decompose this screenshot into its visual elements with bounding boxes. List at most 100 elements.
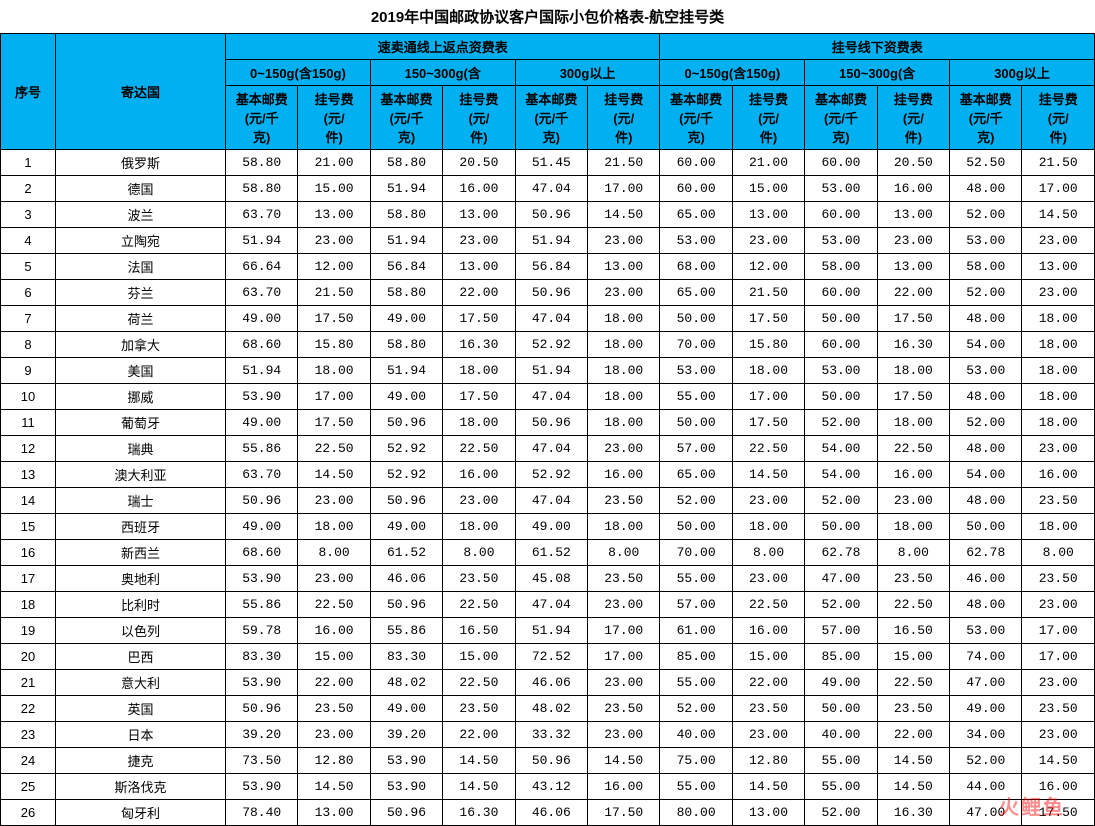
cell-seq: 5 (1, 254, 56, 280)
cell-value: 50.96 (370, 410, 442, 436)
cell-value: 48.00 (950, 176, 1022, 202)
cell-value: 47.04 (515, 592, 587, 618)
cell-value: 53.90 (226, 384, 298, 410)
cell-value: 72.52 (515, 644, 587, 670)
cell-value: 15.80 (732, 332, 804, 358)
cell-value: 47.04 (515, 384, 587, 410)
cell-value: 22.50 (443, 592, 515, 618)
cell-value: 23.00 (588, 436, 660, 462)
cell-seq: 21 (1, 670, 56, 696)
cell-value: 60.00 (660, 176, 732, 202)
cell-value: 23.00 (298, 488, 370, 514)
cell-value: 65.00 (660, 462, 732, 488)
cell-value: 18.00 (732, 358, 804, 384)
cell-value: 50.00 (805, 514, 877, 540)
cell-value: 13.00 (877, 254, 949, 280)
cell-value: 18.00 (877, 358, 949, 384)
cell-value: 55.86 (226, 592, 298, 618)
cell-value: 18.00 (588, 514, 660, 540)
cell-value: 78.40 (226, 800, 298, 826)
cell-value: 23.50 (732, 696, 804, 722)
cell-value: 8.00 (298, 540, 370, 566)
cell-value: 22.50 (443, 670, 515, 696)
cell-value: 16.30 (443, 332, 515, 358)
cell-value: 14.50 (732, 462, 804, 488)
cell-value: 23.00 (1022, 670, 1095, 696)
cell-value: 22.50 (298, 436, 370, 462)
cell-value: 47.04 (515, 488, 587, 514)
cell-value: 8.00 (443, 540, 515, 566)
cell-value: 55.00 (660, 774, 732, 800)
cell-value: 8.00 (588, 540, 660, 566)
cell-value: 23.50 (877, 566, 949, 592)
cell-value: 63.70 (226, 202, 298, 228)
cell-value: 48.02 (370, 670, 442, 696)
cell-country: 斯洛伐克 (56, 774, 226, 800)
cell-value: 58.00 (950, 254, 1022, 280)
cell-value: 61.00 (660, 618, 732, 644)
cell-seq: 16 (1, 540, 56, 566)
cell-value: 18.00 (1022, 410, 1095, 436)
cell-value: 50.00 (805, 696, 877, 722)
cell-value: 39.20 (370, 722, 442, 748)
cell-value: 23.50 (588, 488, 660, 514)
cell-value: 17.50 (877, 306, 949, 332)
cell-value: 23.00 (588, 670, 660, 696)
cell-seq: 8 (1, 332, 56, 358)
group-offline: 挂号线下资费表 (660, 34, 1095, 60)
cell-value: 52.92 (370, 436, 442, 462)
table-row: 4立陶宛51.9423.0051.9423.0051.9423.0053.002… (1, 228, 1095, 254)
cell-value: 21.50 (588, 150, 660, 176)
cell-value: 46.00 (950, 566, 1022, 592)
cell-value: 58.80 (226, 150, 298, 176)
cell-value: 23.50 (877, 696, 949, 722)
cell-value: 62.78 (805, 540, 877, 566)
table-row: 7荷兰49.0017.5049.0017.5047.0418.0050.0017… (1, 306, 1095, 332)
cell-value: 49.00 (515, 514, 587, 540)
cell-country: 比利时 (56, 592, 226, 618)
cell-value: 16.00 (1022, 462, 1095, 488)
cell-value: 16.00 (443, 176, 515, 202)
cell-value: 14.50 (588, 748, 660, 774)
cell-value: 14.50 (588, 202, 660, 228)
cell-country: 西班牙 (56, 514, 226, 540)
cell-value: 20.50 (443, 150, 515, 176)
cell-value: 23.00 (732, 566, 804, 592)
cell-seq: 11 (1, 410, 56, 436)
cell-value: 39.20 (226, 722, 298, 748)
cell-value: 59.78 (226, 618, 298, 644)
cell-value: 55.00 (660, 384, 732, 410)
cell-value: 18.00 (1022, 384, 1095, 410)
cell-value: 50.00 (805, 384, 877, 410)
cell-value: 49.00 (226, 306, 298, 332)
table-row: 26匈牙利78.4013.0050.9616.3046.0617.5080.00… (1, 800, 1095, 826)
sub-reg: 挂号费(元/件) (443, 86, 515, 150)
col-seq: 序号 (1, 34, 56, 150)
cell-value: 75.00 (660, 748, 732, 774)
cell-value: 49.00 (370, 514, 442, 540)
cell-value: 49.00 (226, 514, 298, 540)
cell-country: 波兰 (56, 202, 226, 228)
cell-seq: 15 (1, 514, 56, 540)
cell-value: 51.94 (226, 228, 298, 254)
cell-value: 54.00 (950, 462, 1022, 488)
price-table: 2019年中国邮政协议客户国际小包价格表-航空挂号类 序号 寄达国 速卖通线上返… (0, 0, 1095, 826)
cell-value: 57.00 (805, 618, 877, 644)
cell-value: 22.50 (877, 436, 949, 462)
cell-value: 60.00 (805, 332, 877, 358)
cell-value: 23.00 (732, 228, 804, 254)
cell-value: 17.00 (588, 644, 660, 670)
cell-value: 66.64 (226, 254, 298, 280)
cell-value: 18.00 (1022, 306, 1095, 332)
cell-value: 18.00 (443, 514, 515, 540)
table-row: 24捷克73.5012.8053.9014.5050.9614.5075.001… (1, 748, 1095, 774)
cell-value: 21.50 (298, 280, 370, 306)
cell-seq: 7 (1, 306, 56, 332)
cell-value: 22.50 (443, 436, 515, 462)
cell-value: 85.00 (805, 644, 877, 670)
cell-value: 22.00 (732, 670, 804, 696)
cell-country: 日本 (56, 722, 226, 748)
cell-value: 52.92 (515, 462, 587, 488)
cell-value: 23.00 (877, 488, 949, 514)
group-online: 速卖通线上返点资费表 (226, 34, 660, 60)
